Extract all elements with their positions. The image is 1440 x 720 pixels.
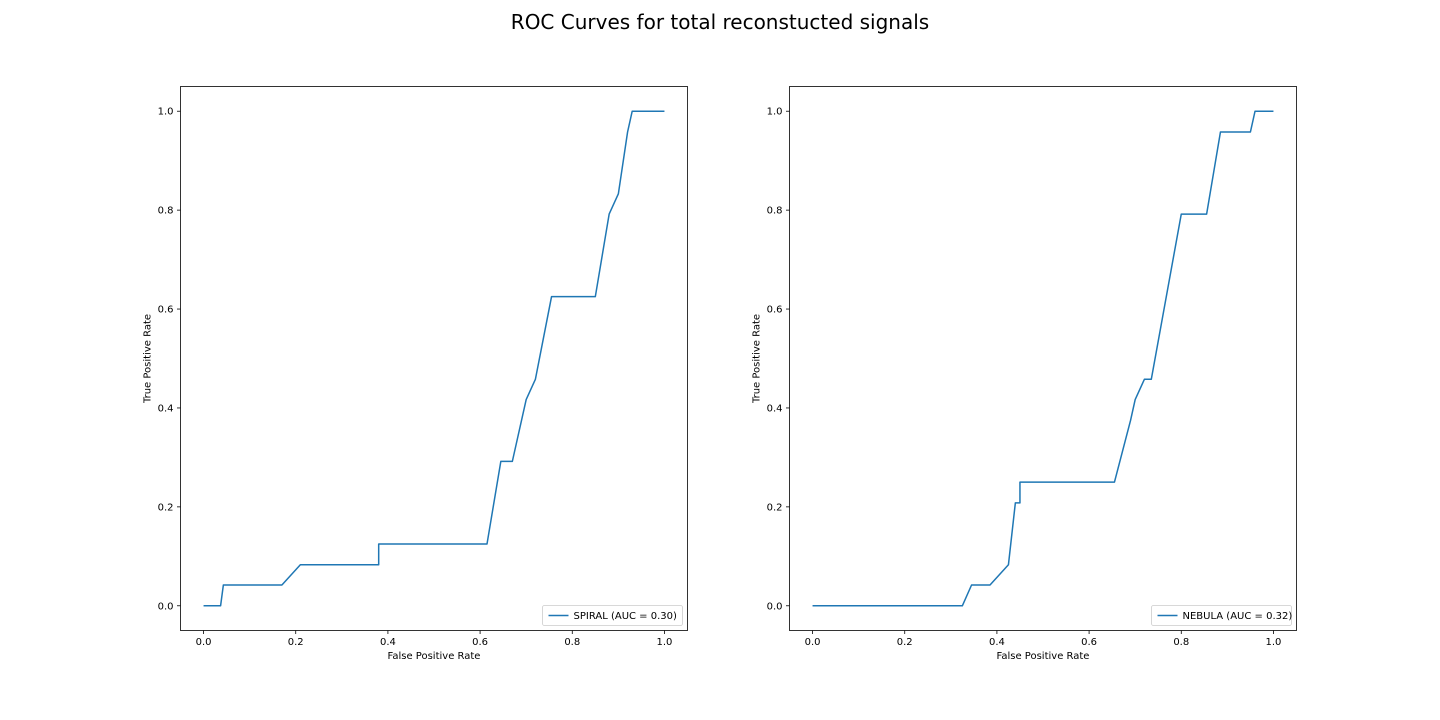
right-legend-label: NEBULA (AUC = 0.32)	[1183, 611, 1293, 622]
right-y-tick-label: 0.6	[767, 305, 783, 316]
left-legend-box	[542, 605, 683, 626]
figure-title: ROC Curves for total reconstucted signal…	[510, 10, 930, 34]
right-y-tick-label: 0.0	[767, 601, 783, 612]
right-y-tick-label: 0.2	[767, 502, 783, 513]
right-y-axis-label: True Positive Rate	[752, 314, 763, 404]
left-x-tick-label: 0.8	[564, 637, 580, 648]
right-x-tick-label: 0.8	[1173, 637, 1189, 648]
left-y-tick-label: 0.6	[158, 305, 174, 316]
right-x-tick-label: 0.0	[805, 637, 821, 648]
left-series-line-0	[203, 110, 665, 607]
left-legend-label: SPIRAL (AUC = 0.30)	[574, 611, 678, 622]
left-x-tick-label: 0.4	[380, 637, 396, 648]
right-axes-frame	[789, 86, 1297, 631]
left-x-tick-label: 0.0	[196, 637, 212, 648]
left-y-tick-label: 0.0	[158, 601, 174, 612]
right-series-line-0	[812, 110, 1274, 607]
right-x-tick-label: 0.2	[897, 637, 913, 648]
left-x-tick-label: 0.6	[472, 637, 488, 648]
right-chart: 0.0 0.2 0.4 0.6 0.8 1.0 0.0 0.2 0.4 0.6 0.8 1.0 Fals…	[752, 86, 1297, 662]
left-y-tick-label: 0.4	[158, 403, 174, 414]
right-y-tick-label: 1.0	[767, 107, 783, 118]
left-y-tick-label: 0.8	[158, 206, 174, 217]
left-chart: 0.0 0.2 0.4 0.6 0.8 1.0 0.0 0.2 0.4 0.6 0.8 1.0 Fals…	[143, 86, 688, 662]
right-x-tick-label: 0.6	[1081, 637, 1097, 648]
left-y-tick-label: 1.0	[158, 107, 174, 118]
left-plot-area	[180, 86, 688, 631]
right-y-tick-label: 0.4	[767, 403, 783, 414]
right-x-tick-label: 0.4	[989, 637, 1005, 648]
right-y-tick-label: 0.8	[767, 206, 783, 217]
right-x-tick-label: 1.0	[1266, 637, 1282, 648]
left-axes-frame	[180, 86, 688, 631]
right-legend-box	[1151, 605, 1292, 626]
left-x-tick-label: 1.0	[657, 637, 673, 648]
right-plot-area	[789, 86, 1297, 631]
left-y-tick-label: 0.2	[158, 502, 174, 513]
right-x-axis-label: False Positive Rate	[997, 651, 1090, 662]
left-x-axis-label: False Positive Rate	[388, 651, 481, 662]
left-y-axis-label: True Positive Rate	[143, 314, 154, 404]
left-x-tick-label: 0.2	[288, 637, 304, 648]
